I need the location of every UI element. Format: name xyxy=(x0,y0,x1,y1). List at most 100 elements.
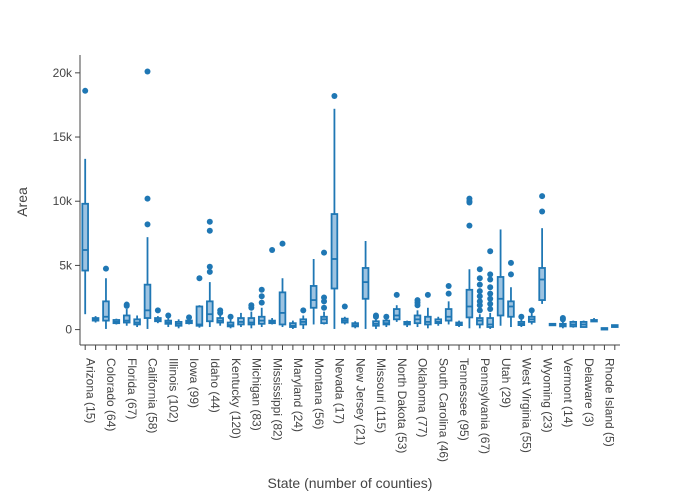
outlier-point xyxy=(154,307,161,314)
box-group xyxy=(611,324,619,328)
outlier-point xyxy=(331,92,338,99)
outlier-point xyxy=(227,313,234,320)
outlier-point xyxy=(476,307,483,314)
box-iqr xyxy=(392,308,401,321)
y-tick-label: 15k xyxy=(53,130,73,144)
box-group xyxy=(559,315,567,329)
outlier-point xyxy=(507,259,514,266)
box-iqr xyxy=(330,213,339,290)
box-group xyxy=(341,303,349,325)
outlier-point xyxy=(487,300,494,307)
box-iqr xyxy=(278,291,287,326)
box-group xyxy=(590,318,598,323)
box-group xyxy=(527,307,536,325)
box-group xyxy=(81,87,89,315)
box-group xyxy=(216,307,224,326)
box-group xyxy=(226,313,235,329)
outlier-point xyxy=(144,221,151,228)
box-group xyxy=(185,314,193,325)
outlier-point xyxy=(466,222,473,229)
box-group xyxy=(507,259,515,328)
box-group xyxy=(122,301,131,326)
outlier-point xyxy=(393,291,400,298)
x-tick-label: South Carolina (46) xyxy=(436,358,450,462)
box-series xyxy=(81,68,619,331)
box-group xyxy=(154,307,162,324)
outlier-point xyxy=(206,227,213,234)
y-tick-label: 5k xyxy=(59,258,73,272)
outlier-point xyxy=(539,208,546,215)
box-group xyxy=(278,240,287,328)
x-tick-label: Missouri (115) xyxy=(374,358,388,433)
box-group xyxy=(455,320,463,328)
x-tick-label: North Dakota (53) xyxy=(395,358,409,453)
outlier-point xyxy=(144,68,151,75)
box-group xyxy=(206,218,214,328)
outlier-point xyxy=(487,295,494,302)
outlier-point xyxy=(476,288,483,295)
x-tick-label: Illinois (102) xyxy=(166,358,180,423)
box-group xyxy=(112,318,121,325)
outlier-point xyxy=(321,304,328,311)
box-group xyxy=(237,312,245,328)
outlier-point xyxy=(559,316,566,323)
box-group xyxy=(496,229,505,326)
box-iqr xyxy=(444,308,453,322)
outlier-point xyxy=(476,266,483,273)
outlier-point xyxy=(269,247,276,253)
outlier-point xyxy=(476,298,483,305)
box-group xyxy=(320,249,328,325)
x-tick-label: Iowa (99) xyxy=(187,358,201,408)
outlier-point xyxy=(144,195,151,202)
outlier-point xyxy=(528,307,535,314)
box-iqr xyxy=(122,314,131,324)
outlier-point xyxy=(217,307,224,314)
x-tick-label: Kentucky (120) xyxy=(229,358,243,439)
box-iqr xyxy=(143,283,152,319)
box-group xyxy=(91,316,100,323)
outlier-point xyxy=(487,284,494,291)
x-tick-label: Arizona (15) xyxy=(83,358,97,423)
outlier-point xyxy=(507,271,514,278)
outlier-point xyxy=(186,314,193,321)
box-group xyxy=(268,247,276,325)
outlier-point xyxy=(383,313,390,320)
box-iqr xyxy=(247,317,256,326)
box-group xyxy=(195,275,204,328)
y-axis-title: Area xyxy=(14,187,30,217)
box-iqr xyxy=(206,300,214,323)
outlier-point xyxy=(82,87,89,94)
outlier-point xyxy=(279,240,286,247)
x-tick-label: Idaho (44) xyxy=(208,358,222,413)
outlier-point xyxy=(466,195,473,202)
box-group xyxy=(486,248,494,329)
box-iqr xyxy=(496,276,505,317)
x-tick-label: Montana (56) xyxy=(312,358,326,429)
outlier-point xyxy=(165,312,172,319)
box-group xyxy=(476,266,484,329)
box-group xyxy=(465,195,474,329)
outlier-point xyxy=(414,297,421,304)
box-group xyxy=(257,286,266,328)
x-axis-title: State (number of counties) xyxy=(268,475,433,491)
box-iqr xyxy=(102,300,110,322)
box-group xyxy=(289,320,297,329)
box-iqr xyxy=(195,305,204,327)
box-group xyxy=(600,327,609,331)
x-tick-label: Oklahoma (77) xyxy=(416,358,430,437)
box-group xyxy=(382,313,391,328)
outlier-point xyxy=(123,301,130,308)
x-tick-label: Pennsylvania (67) xyxy=(478,358,492,454)
box-group xyxy=(403,320,411,328)
box-group xyxy=(133,315,141,328)
box-group xyxy=(538,193,546,304)
y-tick-label: 10k xyxy=(53,194,73,208)
y-tick-label: 0 xyxy=(65,323,72,337)
x-tick-label: Maryland (24) xyxy=(291,358,305,432)
outlier-point xyxy=(300,307,307,314)
outlier-point xyxy=(487,276,494,283)
outlier-point xyxy=(476,275,483,282)
box-group xyxy=(143,68,152,329)
box-group xyxy=(579,320,588,328)
box-iqr xyxy=(309,285,318,309)
